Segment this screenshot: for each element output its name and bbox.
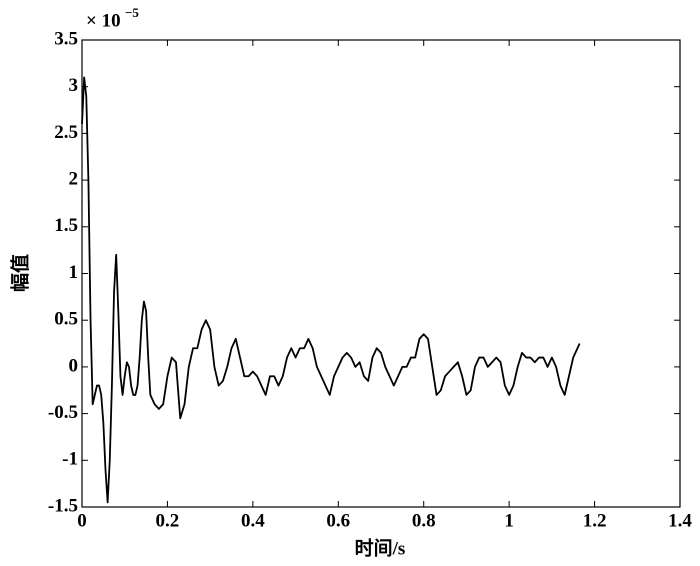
multiplier: × 10 (86, 10, 121, 31)
y-tick-label: -1 (62, 449, 78, 470)
x-tick-label: 1.2 (583, 510, 607, 531)
y-tick-label: 0.5 (54, 309, 78, 330)
line-series (81, 76, 581, 504)
x-tick-label: 0.2 (156, 510, 180, 531)
x-tick-label: 0.4 (241, 510, 265, 531)
y-tick-label: 0 (69, 355, 79, 376)
multiplier-exponent: −5 (125, 5, 139, 20)
x-tick-label: 0.6 (326, 510, 350, 531)
x-tick-label: 1 (504, 510, 514, 531)
y-tick-label: 1.5 (54, 215, 78, 236)
y-axis-label: 幅值 (8, 254, 31, 292)
y-tick-label: -1.5 (48, 495, 78, 516)
y-tick-label: 3 (69, 75, 79, 96)
plot-frame (81, 39, 681, 508)
x-axis-label: 时间/s (355, 537, 406, 559)
x-tick-label: 1.4 (668, 510, 692, 531)
y-tick-label: 2.5 (54, 122, 78, 143)
y-tick-label: 2 (69, 168, 79, 189)
x-tick-label: 0 (77, 510, 87, 531)
y-tick-label: 1 (69, 262, 79, 283)
x-tick-label: 0.8 (412, 510, 436, 531)
y-tick-label: 3.5 (54, 28, 78, 49)
y-tick-label: -0.5 (48, 402, 78, 423)
